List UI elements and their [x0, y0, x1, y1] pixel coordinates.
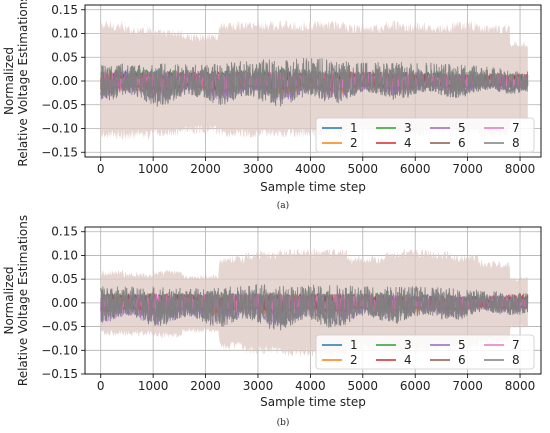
plot-area — [100, 20, 529, 141]
y-tick-label: 0.05 — [51, 50, 78, 64]
legend: 12 34 56 78 — [315, 117, 535, 153]
x-tick-label: 8000 — [505, 379, 536, 393]
legend-label-8: 8 — [512, 136, 520, 150]
y-axis-label-line1: Normalized — [2, 47, 16, 115]
legend-label-8: 8 — [512, 353, 520, 367]
x-tick-label: 4000 — [295, 162, 326, 176]
y-tick-label: 0.00 — [51, 74, 78, 88]
y-tick-label: 0.10 — [51, 248, 78, 262]
x-tick-label: 2000 — [190, 379, 221, 393]
legend-label-2: 2 — [350, 136, 358, 150]
legend: 12 34 56 78 — [315, 334, 535, 370]
series-line-8 — [100, 57, 529, 107]
legend-box — [315, 334, 535, 370]
y-axis-label-line2: Relative Voltage Estimations — [16, 215, 30, 386]
legend-label-4: 4 — [404, 136, 412, 150]
x-tick-label: 6000 — [400, 379, 431, 393]
legend-label-3: 3 — [404, 338, 412, 352]
x-tick-label: 2000 — [190, 162, 221, 176]
x-tick-label: 1000 — [138, 379, 169, 393]
x-tick-label: 1000 — [138, 162, 169, 176]
panel-b: 0 1000 2000 3000 4000 5000 6000 7000 8000 −0.15 −0… — [2, 215, 542, 428]
y-tick-label: −0.15 — [41, 145, 78, 159]
legend-label-5: 5 — [458, 338, 466, 352]
y-tick-label: −0.10 — [41, 343, 78, 357]
x-tick-label: 6000 — [400, 162, 431, 176]
y-tick-label: −0.05 — [41, 320, 78, 334]
y-tick-label: 0.00 — [51, 296, 78, 310]
y-tick-label: 0.15 — [51, 225, 78, 239]
panel-caption: (a) — [277, 200, 289, 211]
x-tick-label: 0 — [97, 162, 105, 176]
panel-a: 0 1000 2000 3000 4000 5000 6000 7000 8000 −0.15 −0… — [2, 0, 542, 211]
y-axis-label-line2: Relative Voltage Estimations — [16, 0, 30, 167]
x-tick-label: 7000 — [452, 162, 483, 176]
x-tick-label: 4000 — [295, 379, 326, 393]
x-tick-label: 5000 — [348, 162, 379, 176]
y-tick-label: 0.15 — [51, 3, 78, 17]
x-tick-label: 5000 — [348, 379, 379, 393]
y-tick-label: 0.10 — [51, 27, 78, 41]
x-tick-label: 7000 — [452, 379, 483, 393]
legend-label-4: 4 — [404, 353, 412, 367]
panel-caption: (b) — [277, 417, 290, 428]
y-tick-label: −0.10 — [41, 122, 78, 136]
legend-label-3: 3 — [404, 121, 412, 135]
axes-frame — [84, 226, 542, 375]
legend-box — [315, 117, 535, 153]
series-line-8 — [100, 284, 529, 331]
x-axis-label: Sample time step — [260, 180, 366, 194]
legend-label-5: 5 — [458, 121, 466, 135]
legend-label-2: 2 — [350, 353, 358, 367]
x-axis-label: Sample time step — [260, 395, 366, 409]
legend-label-6: 6 — [458, 353, 466, 367]
x-tick-label: 3000 — [243, 162, 274, 176]
legend-label-1: 1 — [350, 121, 358, 135]
y-tick-label: −0.05 — [41, 98, 78, 112]
y-tick-label: −0.15 — [41, 367, 78, 381]
legend-label-6: 6 — [458, 136, 466, 150]
legend-label-7: 7 — [512, 338, 520, 352]
x-tick-label: 8000 — [505, 162, 536, 176]
x-tick-label: 0 — [97, 379, 105, 393]
x-tick-label: 3000 — [243, 379, 274, 393]
plot-area — [100, 248, 529, 358]
y-axis-label-line1: Normalized — [2, 266, 16, 334]
legend-label-1: 1 — [350, 338, 358, 352]
y-tick-label: 0.05 — [51, 272, 78, 286]
legend-label-7: 7 — [512, 121, 520, 135]
